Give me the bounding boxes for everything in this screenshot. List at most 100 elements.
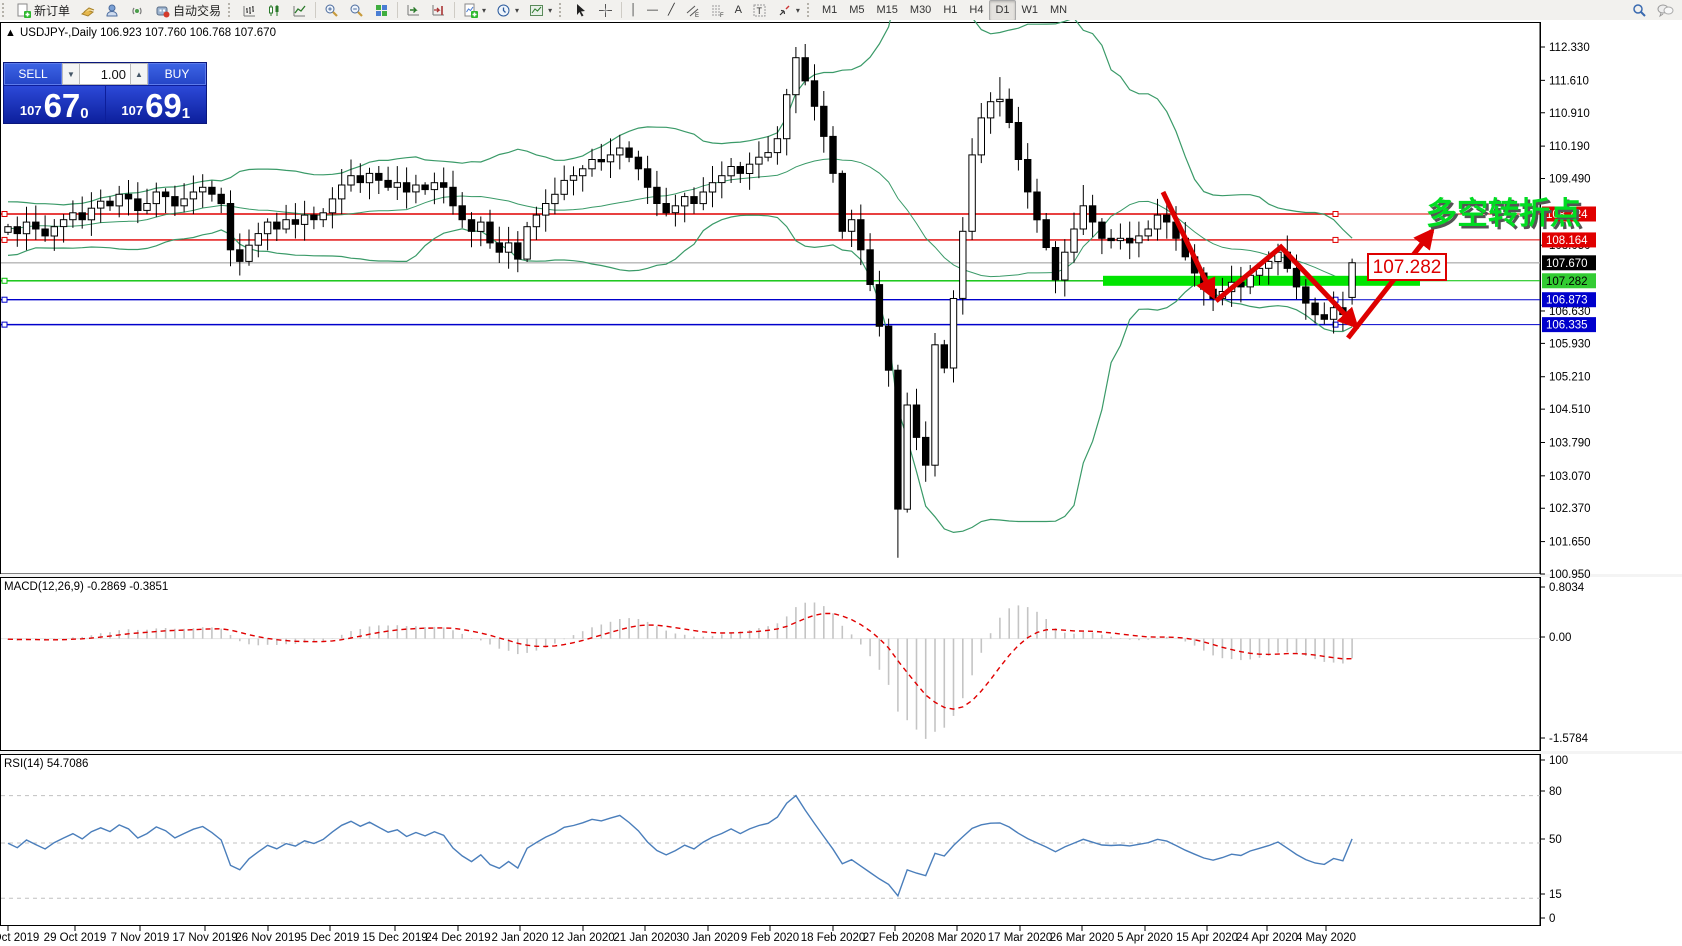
candle	[152, 191, 161, 205]
signals-button[interactable]	[125, 0, 150, 21]
timeframe-h1-button[interactable]: H1	[943, 4, 958, 16]
timeframe-mn-button[interactable]: MN	[1050, 4, 1068, 16]
candle	[440, 182, 448, 188]
candle	[764, 152, 772, 158]
annotation-text[interactable]: 多空转折点	[1426, 196, 1581, 231]
trend-arrow[interactable]	[1346, 227, 1435, 340]
macd-panel-resizer[interactable]	[0, 574, 1682, 577]
candle	[226, 203, 235, 251]
date-axis[interactable]	[0, 927, 1682, 946]
zoom-out-button[interactable]	[344, 0, 369, 21]
date-axis-tick: 17 Nov 2019	[172, 932, 237, 944]
candle	[467, 219, 476, 232]
line-chart-button[interactable]	[287, 0, 312, 21]
auto-scroll-button[interactable]	[401, 0, 426, 21]
tile-windows-button[interactable]	[369, 0, 394, 21]
data-window-button[interactable]	[100, 0, 125, 21]
periods-button[interactable]: ▾	[491, 0, 524, 21]
date-axis-tick: 2 Jan 2020	[492, 932, 549, 944]
search-icon[interactable]	[1632, 3, 1647, 18]
market-watch-button[interactable]	[75, 0, 100, 21]
crosshair-icon	[599, 3, 613, 17]
cursor-tool-button[interactable]	[568, 0, 593, 21]
hline-handle[interactable]	[1332, 210, 1339, 217]
hline-handle[interactable]	[1, 321, 8, 328]
arrows-tool-button[interactable]: ▾	[772, 0, 805, 21]
candlestick-chart-button[interactable]	[262, 0, 287, 21]
new-order-icon	[17, 3, 31, 18]
buy-price-big: 69	[145, 87, 182, 124]
volume-input[interactable]	[80, 63, 130, 85]
label-tool-button[interactable]: T	[747, 0, 772, 21]
candle	[922, 436, 930, 466]
candle	[727, 166, 735, 177]
candle	[903, 404, 911, 510]
candle	[477, 221, 485, 232]
candle	[1265, 260, 1273, 269]
volume-decrease-button[interactable]: ▼	[62, 63, 80, 85]
line-chart-icon	[293, 5, 306, 16]
hline-handle[interactable]	[1, 210, 8, 217]
buy-price-button[interactable]: 107 69 1	[105, 86, 206, 124]
candle	[1014, 122, 1023, 160]
bar-chart-button[interactable]	[237, 0, 262, 21]
candle	[1061, 251, 1069, 281]
candle	[671, 205, 680, 214]
sell-button[interactable]: SELL	[4, 63, 62, 85]
price-line-axis-label	[1542, 255, 1596, 271]
toolbar-drag-handle[interactable]	[228, 3, 235, 17]
candle	[1051, 247, 1060, 281]
candle	[78, 212, 86, 221]
hline-handle[interactable]	[1, 236, 8, 243]
toolbar-drag-handle[interactable]	[559, 3, 566, 17]
candle	[1098, 221, 1106, 239]
support-zone-highlight[interactable]	[1103, 275, 1420, 286]
channel-tool-button[interactable]: E	[680, 0, 705, 21]
fibonacci-tool-button[interactable]: F	[705, 0, 730, 21]
community-chat-icon[interactable]	[1657, 3, 1674, 18]
volume-increase-button[interactable]: ▲	[130, 63, 148, 85]
timeframe-m1-button[interactable]: M1	[821, 4, 838, 16]
templates-button[interactable]: ▾	[524, 0, 557, 21]
periods-clock-icon	[497, 4, 510, 16]
hline-handle[interactable]	[1332, 236, 1339, 243]
new-order-button[interactable]: 新订单	[11, 0, 75, 21]
sell-price-button[interactable]: 107 67 0	[4, 86, 105, 123]
timeframe-d1-button[interactable]: D1	[989, 0, 1016, 21]
rsi-axis-tick: 100	[1549, 755, 1568, 767]
candle	[1292, 267, 1301, 288]
tile-windows-icon	[376, 4, 388, 16]
rsi-label: RSI(14) 54.7086	[4, 758, 88, 770]
candle	[1144, 228, 1152, 237]
trend-arrow[interactable]	[1160, 190, 1216, 300]
toolbar-drag-handle[interactable]	[2, 3, 9, 17]
price-callout-box[interactable]	[1367, 253, 1447, 281]
timeframe-h4-button[interactable]: H4	[969, 4, 984, 16]
buy-button[interactable]: BUY	[148, 63, 206, 85]
vline-tool-button[interactable]: │	[625, 0, 642, 21]
arrows-caret-icon: ▾	[795, 5, 800, 15]
hline-tool-button[interactable]: —	[642, 0, 663, 21]
zoom-in-button[interactable]	[319, 0, 344, 21]
timeframe-m15-button[interactable]: M15	[876, 4, 898, 16]
text-tool-button[interactable]: A	[730, 0, 747, 21]
toolbar-drag-handle[interactable]	[806, 3, 814, 17]
hline-handle[interactable]	[1, 296, 8, 303]
autotrading-button[interactable]: 自动交易	[150, 0, 226, 21]
timeframe-m30-button[interactable]: M30	[909, 4, 932, 16]
chart-shift-button[interactable]	[426, 0, 451, 21]
indicators-button[interactable]: ▾	[458, 0, 491, 21]
svg-text:106.335: 106.335	[1546, 320, 1588, 332]
rsi-axis-tick: 50	[1549, 834, 1562, 846]
trend-arrow[interactable]	[1214, 243, 1359, 330]
hline-handle[interactable]	[1, 277, 8, 284]
rsi-panel-resizer[interactable]	[0, 751, 1682, 754]
crosshair-tool-button[interactable]	[593, 0, 618, 21]
panel-collapse-arrow[interactable]: ▲	[5, 27, 16, 39]
trendline-tool-button[interactable]: ╱	[663, 0, 680, 21]
timeframe-w1-button[interactable]: W1	[1021, 4, 1039, 16]
candle	[634, 156, 643, 170]
timeframe-m5-button[interactable]: M5	[849, 4, 865, 16]
candle	[616, 147, 624, 156]
